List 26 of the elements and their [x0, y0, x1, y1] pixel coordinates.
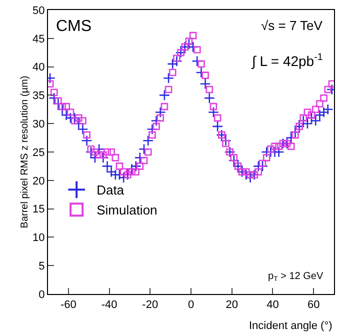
x-tick-label: 60	[307, 299, 320, 312]
annotation: CMS	[56, 18, 92, 35]
y-tick-label: 50	[32, 4, 45, 17]
y-tick-label: 5	[38, 260, 45, 272]
y-tick-label: 10	[32, 232, 45, 244]
y-tick-label: 15	[32, 204, 45, 216]
legend-label: Simulation	[96, 202, 158, 218]
x-tick-label: 40	[266, 299, 279, 312]
x-tick-label: -60	[60, 299, 76, 312]
annotation: p$_{T}$ > 12 GeV	[268, 271, 324, 284]
y-tick-label: 35	[32, 90, 45, 102]
y-tick-label: 20	[32, 175, 45, 188]
x-tick-label: -40	[101, 299, 118, 312]
y-tick-label: 30	[32, 118, 45, 130]
annotation: √s = 7 TeV	[261, 18, 323, 33]
x-tick-label: 0	[188, 299, 194, 312]
y-tick-label: 0	[38, 288, 45, 301]
x-tick-label: -20	[142, 299, 158, 312]
y-axis-title: Barrel pixel RMS z resolution (µm)	[20, 76, 31, 228]
y-tick-label: 25	[32, 146, 45, 159]
x-tick-label: 20	[226, 299, 238, 312]
x-axis-title: Incident angle (°)	[249, 320, 332, 332]
annotation: ∫ L = 42pb$^{-1}$	[251, 52, 323, 69]
legend-label: Data	[96, 182, 125, 198]
y-tick-label: 45	[32, 33, 45, 46]
y-tick-label: 40	[32, 62, 45, 74]
